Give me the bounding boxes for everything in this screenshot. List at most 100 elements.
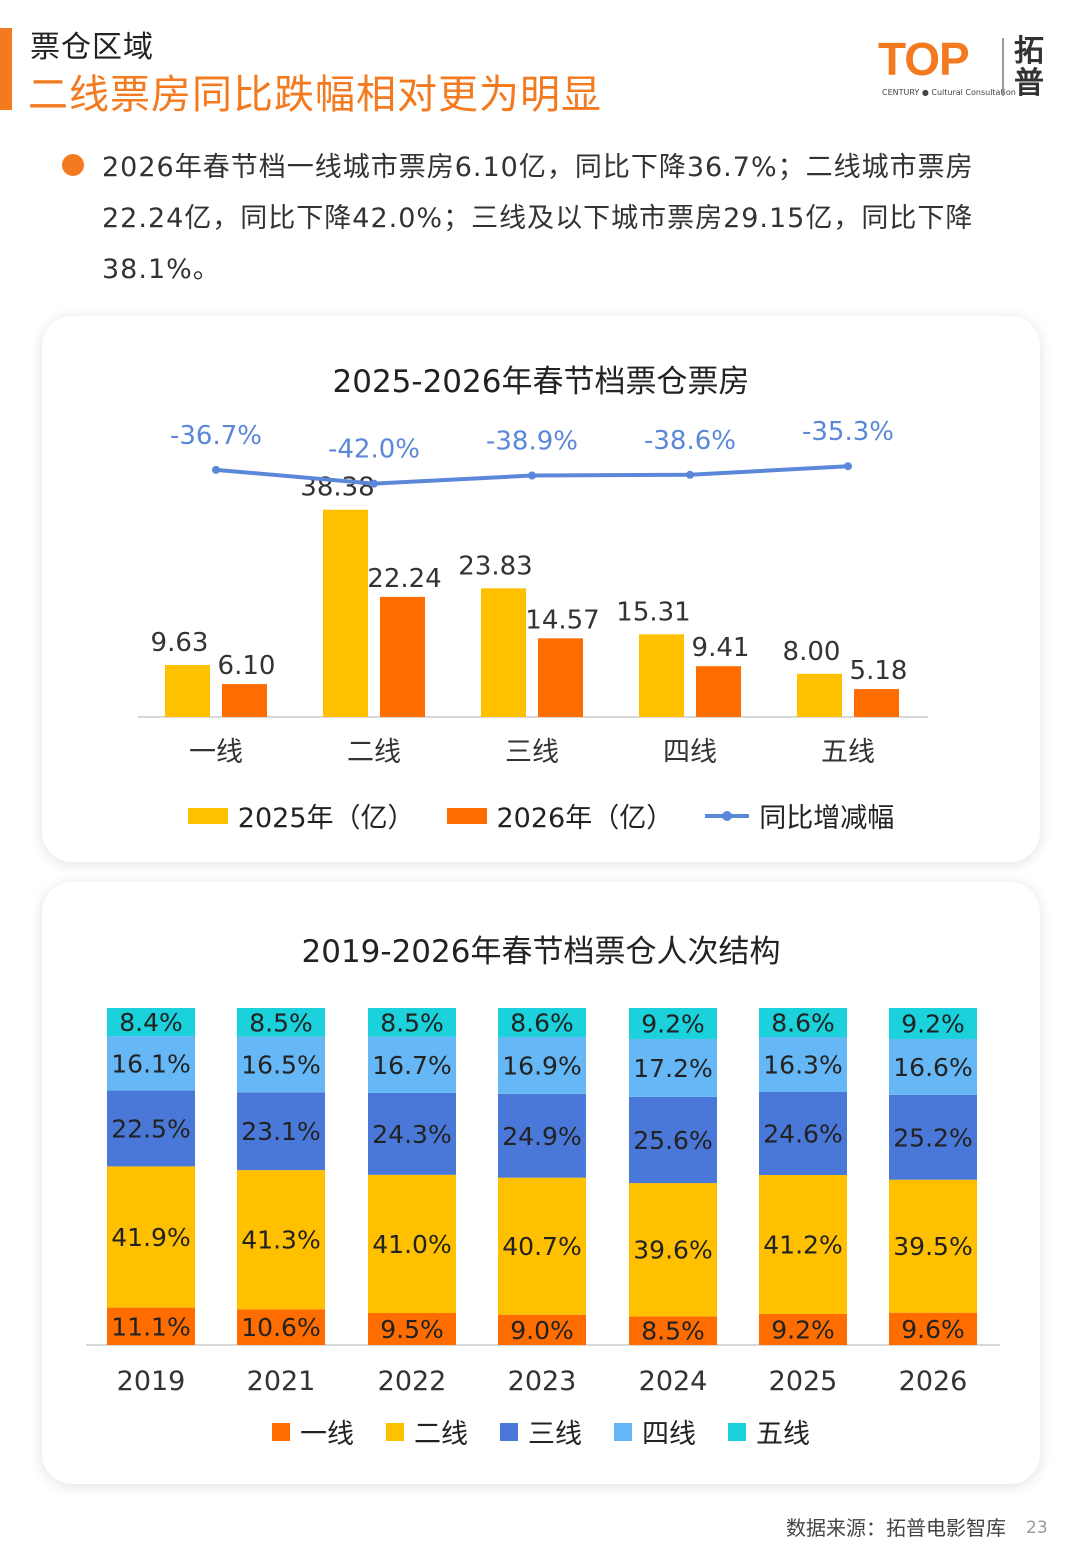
segment-label-2019-tier1: 11.1% xyxy=(111,1312,190,1341)
segment-2026-tier4 xyxy=(889,1038,977,1095)
segment-2026-tier5 xyxy=(889,1008,977,1039)
legend-label-tier2: 二线 xyxy=(414,1419,468,1450)
segment-label-2019-tier3: 22.5% xyxy=(111,1114,190,1143)
segment-label-2025-tier2: 41.2% xyxy=(763,1230,842,1259)
segment-label-2021-tier1: 10.6% xyxy=(241,1313,320,1342)
segment-2022-tier5 xyxy=(368,1008,456,1037)
segment-2026-tier3 xyxy=(889,1094,977,1180)
segment-2024-tier5 xyxy=(629,1008,717,1039)
legend-item-2025: 2025年（亿） xyxy=(187,796,415,835)
bar-label-2026-0: 6.10 xyxy=(218,651,276,681)
segment-2021-tier4 xyxy=(237,1036,325,1093)
segment-label-2024-tier5: 9.2% xyxy=(641,1009,705,1038)
legend-label-2026: 2026年（亿） xyxy=(496,803,674,834)
legend-label-tier5: 五线 xyxy=(756,1419,810,1450)
segment-2023-tier1 xyxy=(498,1314,586,1345)
yoy-label-0: -36.7% xyxy=(170,421,262,451)
section-label: 票仓区域 xyxy=(30,30,154,65)
summary-text: 2026年春节档一线城市票房6.10亿，同比下降36.7%；二线城市票房22.2… xyxy=(102,152,974,285)
segment-label-2019-tier5: 8.4% xyxy=(119,1008,183,1037)
bar-2025-0 xyxy=(165,664,210,717)
segment-2021-tier3 xyxy=(237,1092,325,1171)
data-source: 数据来源：拓普电影智库 xyxy=(786,1516,1006,1540)
logo-wordmark: TOP xyxy=(878,33,970,85)
segment-label-2026-tier4: 16.6% xyxy=(893,1053,972,1082)
logo-subtitle: CENTURY ● Cultural Consultation xyxy=(882,88,1016,97)
x-tick-label-2021: 2021 xyxy=(247,1366,316,1397)
x-tick-label-0: 一线 xyxy=(189,737,243,768)
segment-2023-tier3 xyxy=(498,1093,586,1178)
legend-item-tier1: 一线 xyxy=(272,1412,354,1451)
segment-label-2025-tier4: 16.3% xyxy=(763,1051,842,1080)
bar-label-2025-4: 8.00 xyxy=(783,637,841,667)
x-tick-label-2025: 2025 xyxy=(769,1366,838,1397)
yoy-point-3 xyxy=(686,470,694,479)
segment-2019-tier5 xyxy=(107,1008,195,1037)
segment-label-2022-tier5: 8.5% xyxy=(380,1008,444,1037)
x-tick-label-4: 五线 xyxy=(821,737,875,768)
chart2-legend: 一线 二线 三线 四线 五线 xyxy=(42,1412,1040,1451)
segment-2025-tier3 xyxy=(759,1091,847,1175)
chart2-title: 2019-2026年春节档票仓人次结构 xyxy=(301,934,781,970)
x-tick-label-2024: 2024 xyxy=(639,1366,708,1397)
box-office-chart-card: 2025-2026年春节档票仓票房 9.63 6.10 一线 38.38 22.24 二线… xyxy=(42,316,1040,862)
segment-label-2023-tier5: 8.6% xyxy=(510,1008,574,1037)
yoy-point-4 xyxy=(844,462,852,471)
legend-swatch-tier5 xyxy=(728,1422,746,1441)
brand-logo: TOP CENTURY ● Cultural Consultation 拓普 xyxy=(878,34,1058,104)
logo-cn-name: 拓普 xyxy=(1014,34,1044,101)
x-tick-label-2023: 2023 xyxy=(508,1366,577,1397)
segment-2024-tier1 xyxy=(629,1316,717,1345)
page-number: 23 xyxy=(1026,1518,1048,1538)
segment-2019-tier2 xyxy=(107,1166,195,1308)
segment-label-2023-tier4: 16.9% xyxy=(502,1051,581,1080)
bar-label-2026-2: 14.57 xyxy=(525,605,599,635)
segment-2021-tier2 xyxy=(237,1170,325,1310)
segment-2019-tier1 xyxy=(107,1307,195,1345)
yoy-point-0 xyxy=(212,465,220,474)
audience-structure-chart: 11.1% 41.9% 22.5% 16.1% 8.4% 2019 10.6% 41.3% 23… xyxy=(86,1008,1000,1397)
legend-swatch-2026 xyxy=(446,807,487,824)
segment-2019-tier4 xyxy=(107,1036,195,1091)
segment-label-2022-tier1: 9.5% xyxy=(380,1315,444,1344)
legend-item-tier2: 二线 xyxy=(386,1412,468,1451)
segment-2025-tier5 xyxy=(759,1008,847,1038)
bar-2026-2 xyxy=(538,638,583,717)
segment-2019-tier3 xyxy=(107,1090,195,1167)
x-tick-label-2026: 2026 xyxy=(899,1366,968,1397)
bar-label-2026-4: 5.18 xyxy=(850,656,908,686)
accent-bar xyxy=(0,28,12,110)
segment-2025-tier1 xyxy=(759,1313,847,1345)
bar-2026-3 xyxy=(696,666,741,717)
segment-label-2023-tier3: 24.9% xyxy=(502,1122,581,1151)
yoy-label-1: -42.0% xyxy=(328,435,420,465)
x-tick-label-3: 四线 xyxy=(663,737,717,768)
x-tick-label-2019: 2019 xyxy=(117,1366,186,1397)
segment-label-2026-tier1: 9.6% xyxy=(901,1315,965,1344)
segment-2021-tier5 xyxy=(237,1008,325,1037)
segment-2023-tier2 xyxy=(498,1177,586,1315)
segment-2022-tier2 xyxy=(368,1174,456,1313)
yoy-label-2: -38.9% xyxy=(486,427,578,457)
legend-line-icon xyxy=(705,808,750,824)
legend-swatch-tier3 xyxy=(500,1422,518,1441)
bar-2025-3 xyxy=(639,634,684,717)
bar-2026-0 xyxy=(222,684,267,717)
logo-divider xyxy=(1002,38,1004,96)
segment-2025-tier2 xyxy=(759,1174,847,1314)
bar-label-2026-3: 9.41 xyxy=(692,633,750,663)
chart1-title: 2025-2026年春节档票仓票房 xyxy=(332,364,750,400)
bar-label-2026-1: 22.24 xyxy=(367,564,441,594)
yoy-point-2 xyxy=(528,471,536,480)
segment-label-2021-tier4: 16.5% xyxy=(241,1050,320,1079)
legend-item-yoy: 同比增减幅 xyxy=(705,796,894,835)
legend-label-tier1: 一线 xyxy=(300,1419,354,1450)
bar-label-2025-3: 15.31 xyxy=(616,597,690,627)
legend-item-2026: 2026年（亿） xyxy=(446,796,674,835)
bar-2025-1 xyxy=(323,509,368,717)
segment-2024-tier3 xyxy=(629,1096,717,1184)
segment-label-2022-tier2: 41.0% xyxy=(372,1230,451,1259)
segment-2026-tier2 xyxy=(889,1179,977,1313)
legend-swatch-tier4 xyxy=(614,1422,632,1441)
segment-label-2026-tier2: 39.5% xyxy=(893,1232,972,1261)
